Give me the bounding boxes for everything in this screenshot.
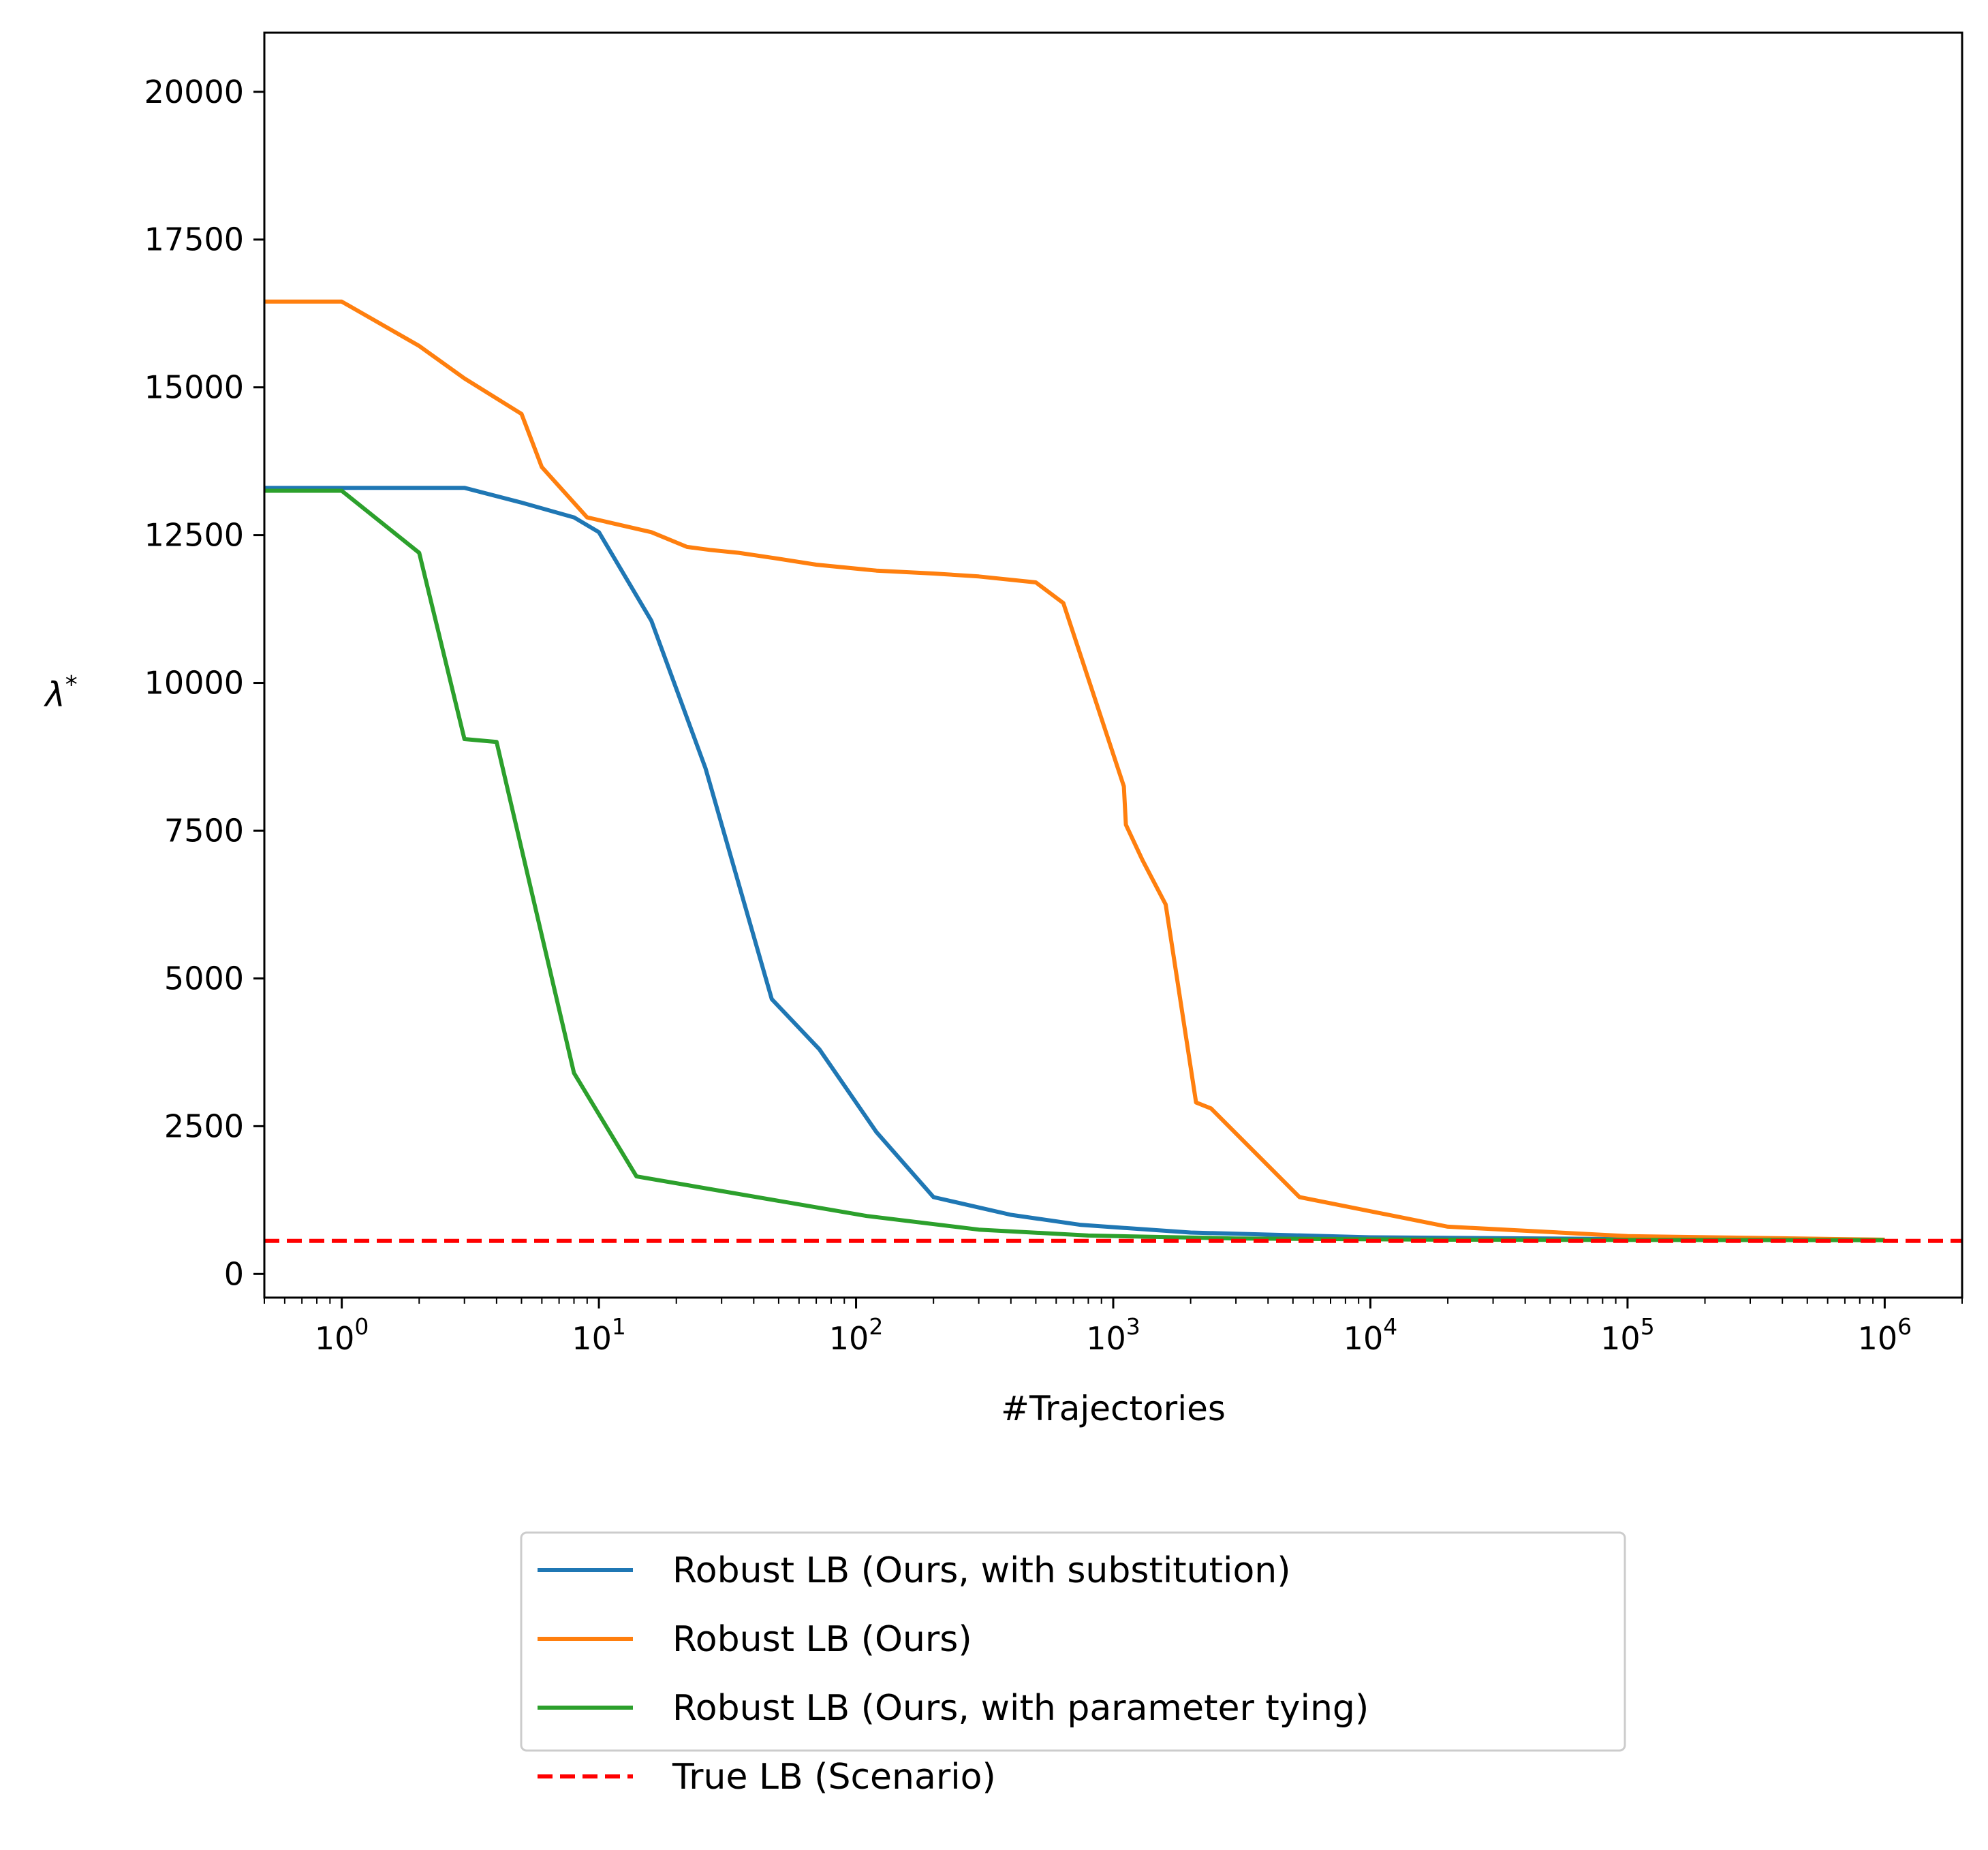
- x-tick-label-1: 101: [572, 1313, 626, 1357]
- y-tick-label-4: 10000: [144, 665, 244, 702]
- series-layer: [264, 299, 1962, 1243]
- y-tick-label-0: 0: [224, 1255, 244, 1292]
- y-tick-label-1: 2500: [164, 1108, 244, 1144]
- y-axis-label: λ*: [43, 671, 78, 715]
- legend-label-3: True LB (Scenario): [672, 1757, 996, 1798]
- x-axis-label: #Trajectories: [1001, 1389, 1226, 1428]
- x-tick-label-6: 106: [1858, 1313, 1912, 1357]
- y-axis: 0 2500 5000 7500 10000 12500 15000 17500 20000: [144, 74, 264, 1292]
- x-tick-label-2: 102: [829, 1313, 884, 1357]
- plot-area: [264, 33, 1962, 1298]
- legend-label-2: Robust LB (Ours, with parameter tying): [672, 1688, 1369, 1729]
- x-tick-label-3: 103: [1086, 1313, 1140, 1357]
- y-tick-label-8: 20000: [144, 74, 244, 110]
- x-tick-label-5: 105: [1600, 1313, 1655, 1357]
- legend: Robust LB (Ours, with substitution) Robus…: [520, 1531, 1626, 1798]
- y-tick-label-7: 17500: [144, 221, 244, 258]
- y-tick-label-6: 15000: [144, 369, 244, 406]
- x-tick-label-0: 100: [315, 1313, 369, 1357]
- legend-box: [520, 1531, 1626, 1752]
- y-tick-label-2: 5000: [164, 960, 244, 997]
- legend-label-0: Robust LB (Ours, with substitution): [672, 1550, 1291, 1591]
- x-tick-label-4: 104: [1344, 1313, 1398, 1357]
- x-axis: 100 101 102 103 104 105 106: [264, 1298, 1963, 1357]
- y-tick-label-3: 7500: [164, 812, 244, 849]
- series-line-2: [264, 488, 1885, 1242]
- series-line-0: [264, 486, 1885, 1242]
- y-tick-label-5: 12500: [144, 517, 244, 554]
- legend-label-1: Robust LB (Ours): [672, 1619, 972, 1660]
- series-line-1: [264, 299, 1885, 1242]
